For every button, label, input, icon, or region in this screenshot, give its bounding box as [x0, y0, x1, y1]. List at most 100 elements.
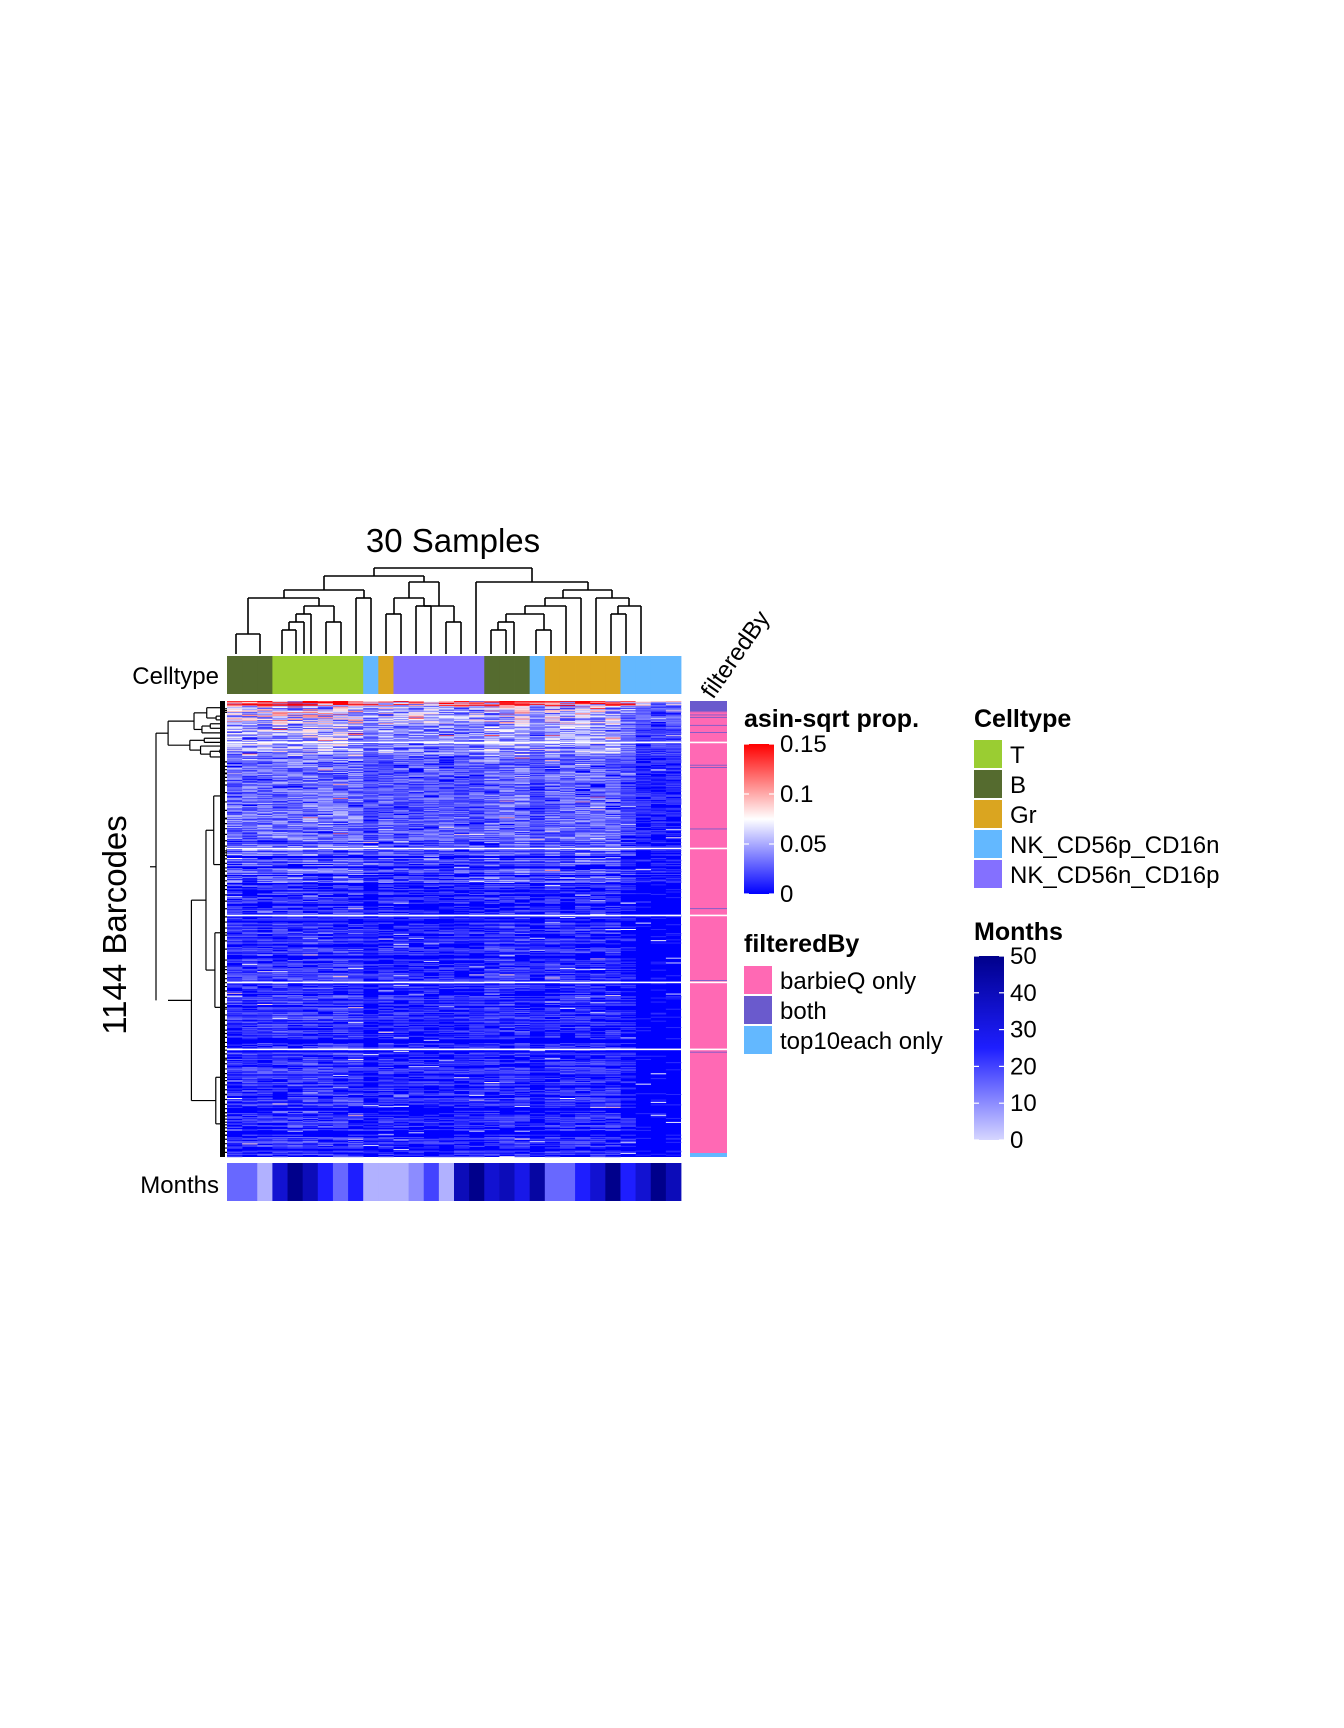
heatmap-cell	[408, 827, 425, 829]
heatmap-cell	[575, 756, 591, 758]
heatmap-cell	[332, 775, 349, 777]
heatmap-cell	[620, 750, 636, 752]
heatmap-cell	[408, 839, 425, 841]
heatmap-cell	[378, 723, 394, 725]
heatmap-cell	[469, 763, 485, 765]
heatmap-cell	[438, 818, 455, 820]
heatmap-cell	[620, 773, 636, 775]
heatmap-cell	[590, 826, 606, 828]
heatmap-cell	[620, 708, 636, 710]
heatmap-cell	[438, 817, 455, 819]
heatmap-cell	[378, 821, 394, 823]
heatmap-cell	[665, 702, 682, 704]
heatmap-cell	[332, 752, 349, 754]
heatmap-cell	[469, 706, 485, 708]
heatmap-cell	[317, 804, 334, 806]
heatmap-cell	[544, 832, 561, 834]
heatmap-cell	[559, 789, 576, 791]
heatmap-cell	[499, 772, 515, 774]
heatmap-cell	[605, 776, 621, 778]
heatmap-cell	[378, 733, 394, 735]
heatmap-cell	[287, 705, 303, 707]
heatmap-cell	[544, 731, 561, 733]
heatmap-cell	[227, 780, 243, 782]
heatmap-cell	[590, 826, 606, 828]
heatmap-cell	[438, 749, 455, 751]
heatmap-cell	[650, 840, 667, 842]
heatmap-cell	[635, 713, 652, 715]
heatmap-cell	[423, 740, 440, 742]
heatmap-cell	[454, 779, 470, 781]
heatmap-cell	[408, 815, 425, 817]
heatmap-cell	[242, 759, 258, 761]
heatmap-cell	[605, 726, 621, 728]
heatmap-cell	[665, 751, 682, 753]
heatmap-cell	[529, 799, 546, 801]
heatmap-cell	[499, 797, 515, 799]
heatmap-cell	[514, 802, 530, 804]
heatmap-cell	[348, 827, 364, 829]
heatmap-cell	[408, 837, 425, 839]
heatmap-cell	[317, 750, 334, 752]
heatmap-cell	[665, 716, 682, 718]
heatmap-cell	[423, 810, 440, 812]
heatmap-cell	[454, 767, 470, 769]
heatmap-cell	[620, 797, 636, 799]
heatmap-cell	[363, 767, 379, 769]
heatmap-cell	[408, 754, 425, 756]
heatmap-cell	[363, 770, 379, 772]
heatmap-cell	[544, 762, 561, 764]
heatmap-cell	[302, 708, 319, 710]
heatmap-cell	[227, 761, 243, 763]
heatmap-cell	[242, 761, 258, 763]
heatmap-cell	[227, 724, 243, 726]
heatmap-cell	[272, 726, 288, 728]
heatmap-cell	[363, 704, 379, 706]
heatmap-cell	[302, 826, 319, 828]
heatmap-cell	[665, 748, 682, 750]
heatmap-cell	[393, 735, 409, 737]
heatmap-cell	[408, 728, 425, 730]
heatmap-cell	[242, 814, 258, 816]
heatmap-cell	[454, 723, 470, 725]
heatmap-cell	[227, 754, 243, 756]
heatmap-cell	[317, 778, 334, 780]
heatmap-cell	[605, 715, 621, 717]
heatmap-cell	[393, 710, 409, 712]
heatmap-cell	[454, 825, 470, 827]
heatmap-cell	[544, 807, 561, 809]
heatmap-cell	[544, 807, 561, 809]
heatmap-cell	[575, 762, 591, 764]
heatmap-cell	[332, 803, 349, 805]
heatmap-cell	[348, 733, 364, 735]
heatmap-cell	[302, 816, 319, 818]
heatmap-cell	[650, 822, 667, 824]
heatmap-cell	[514, 791, 530, 793]
heatmap-cell	[635, 763, 652, 765]
heatmap-cell	[454, 830, 470, 832]
heatmap-cell	[575, 811, 591, 813]
heatmap-cell	[393, 726, 409, 728]
heatmap-cell	[575, 792, 591, 794]
heatmap-cell	[559, 786, 576, 788]
heatmap-cell	[544, 737, 561, 739]
heatmap-cell	[469, 787, 485, 789]
heatmap-cell	[242, 701, 258, 703]
heatmap-cell	[469, 728, 485, 730]
heatmap-cell	[423, 721, 440, 723]
heatmap-cell	[378, 836, 394, 838]
heatmap-cell	[378, 819, 394, 821]
heatmap-cell	[454, 704, 470, 706]
heatmap-cell	[287, 780, 303, 782]
heatmap-cell	[665, 769, 682, 771]
heatmap-cell	[559, 716, 576, 718]
heatmap-cell	[272, 817, 288, 819]
heatmap-cell	[514, 792, 530, 794]
heatmap-cell	[378, 767, 394, 769]
heatmap-cell	[272, 737, 288, 739]
heatmap-cell	[514, 725, 530, 727]
heatmap-cell	[635, 704, 652, 706]
heatmap-cell	[302, 737, 319, 739]
heatmap-cell	[302, 805, 319, 807]
heatmap-cell	[393, 787, 409, 789]
